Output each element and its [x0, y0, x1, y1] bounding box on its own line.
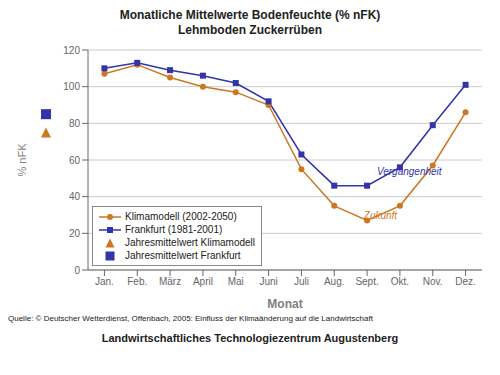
svg-text:% nFK: % nFK	[16, 143, 28, 177]
html-text:Jahresmittelwert Frankfurt: Jahresmittelwert Frankfurt	[125, 250, 241, 261]
svg-text:Feb.: Feb.	[127, 276, 147, 287]
svg-text:Juli: Juli	[294, 276, 309, 287]
svg-text:Vergangenheit: Vergangenheit	[377, 166, 443, 177]
svg-text:Juni: Juni	[259, 276, 277, 287]
html-text:Quelle: © Deutscher Wetterdien: Quelle: © Deutscher Wetterdienst, Offenb…	[8, 314, 373, 323]
html-text:Frankfurt (1981-2001): Frankfurt (1981-2001)	[125, 224, 223, 235]
svg-text:März: März	[159, 276, 181, 287]
svg-text:Aug.: Aug.	[324, 276, 345, 287]
svg-text:Mai: Mai	[228, 276, 244, 287]
svg-text:20: 20	[69, 228, 81, 239]
svg-text:April: April	[193, 276, 213, 287]
html-text:Landwirtschaftliches Technolog: Landwirtschaftliches Technologiezentrum …	[101, 332, 399, 344]
svg-text:0: 0	[74, 265, 80, 276]
svg-text:100: 100	[63, 81, 80, 92]
svg-text:Okt.: Okt.	[391, 276, 409, 287]
svg-text:Dez.: Dez.	[455, 276, 476, 287]
svg-text:120: 120	[63, 45, 80, 56]
svg-text:Nov.: Nov.	[423, 276, 443, 287]
svg-text:Zukunft: Zukunft	[363, 210, 399, 221]
html-text:Lehmboden Zuckerrüben: Lehmboden Zuckerrüben	[178, 23, 322, 37]
svg-text:40: 40	[69, 191, 81, 202]
html-text:Klimamodell (2002-2050): Klimamodell (2002-2050)	[125, 211, 237, 222]
html-text:Jahresmittelwert Klimamodell: Jahresmittelwert Klimamodell	[125, 237, 255, 248]
html-text:Monatliche Mittelwerte Bodenfe: Monatliche Mittelwerte Bodenfeuchte (% n…	[119, 8, 381, 22]
svg-text:Jan.: Jan.	[95, 276, 114, 287]
svg-text:Sept.: Sept.	[355, 276, 378, 287]
svg-text:80: 80	[69, 118, 81, 129]
svg-text:Monat: Monat	[267, 297, 302, 310]
svg-text:60: 60	[69, 155, 81, 166]
